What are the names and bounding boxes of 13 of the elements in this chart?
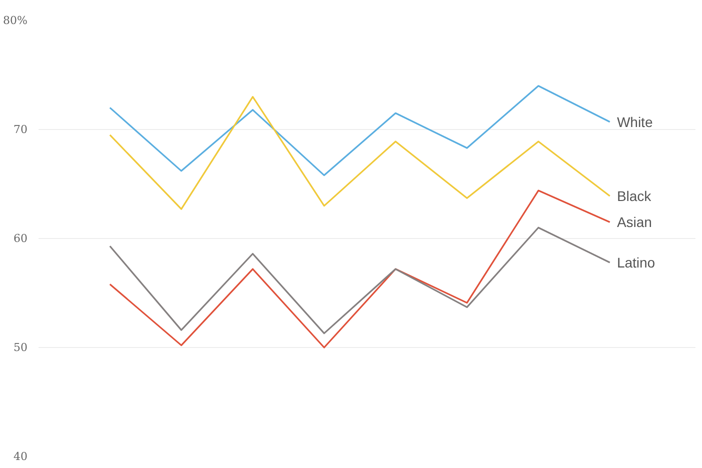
line-series [109, 85, 611, 176]
series-label: Black [616, 188, 652, 204]
line-series [109, 226, 611, 334]
series-label: White [616, 114, 653, 130]
series-label: Latino [616, 254, 656, 270]
y-tick-label: 80% [3, 14, 28, 27]
series-label: Asian [616, 214, 652, 230]
line-series [109, 96, 611, 210]
line-series [109, 190, 611, 348]
y-tick-label: 70 [14, 123, 28, 136]
y-tick-label: 60 [14, 232, 28, 245]
y-tick-label: 50 [14, 341, 28, 354]
y-tick-label: 40 [14, 450, 28, 463]
